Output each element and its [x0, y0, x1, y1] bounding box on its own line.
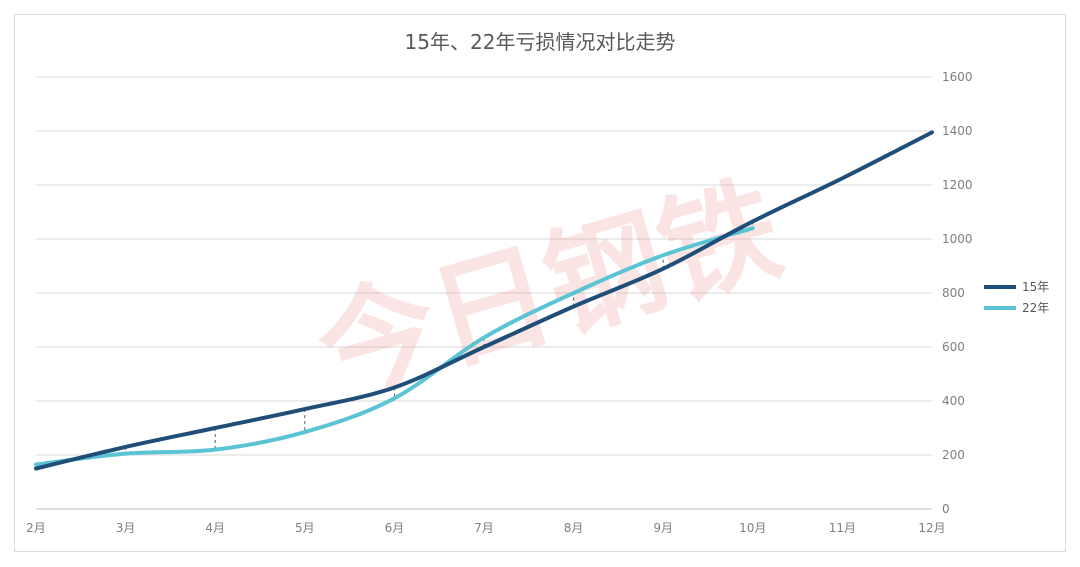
- chart-frame: [14, 14, 1066, 552]
- y-tick-label: 1200: [942, 178, 973, 192]
- legend-label: 22年: [1022, 301, 1049, 315]
- x-tick-label: 8月: [564, 521, 584, 535]
- x-tick-label: 10月: [739, 521, 766, 535]
- x-tick-label: 2月: [26, 521, 46, 535]
- x-tick-label: 4月: [205, 521, 225, 535]
- x-tick-label: 11月: [829, 521, 856, 535]
- y-tick-label: 1600: [942, 70, 973, 84]
- y-tick-label: 600: [942, 340, 965, 354]
- watermark-image: 今日钢铁: [303, 159, 795, 422]
- x-tick-label: 5月: [295, 521, 315, 535]
- y-tick-label: 800: [942, 286, 965, 300]
- y-tick-label: 1400: [942, 124, 973, 138]
- x-tick-label: 6月: [385, 521, 405, 535]
- series-lines: [34, 130, 934, 471]
- x-tick-label: 12月: [918, 521, 945, 535]
- legend-label: 15年: [1022, 280, 1049, 294]
- y-tick-label: 400: [942, 394, 965, 408]
- chart-title: 15年、22年亏损情况对比走势: [404, 30, 676, 54]
- x-tick-label: 7月: [474, 521, 494, 535]
- x-tick-label: 3月: [116, 521, 136, 535]
- series-line-2: [34, 226, 755, 467]
- y-tick-label: 200: [942, 448, 965, 462]
- y-tick-label: 0: [942, 502, 950, 516]
- series-line-1: [34, 130, 934, 471]
- y-tick-label: 1000: [942, 232, 973, 246]
- gridlines: [36, 76, 932, 510]
- y-axis-ticks: 0 200 400 600 800 1000 1200 1400 1600: [942, 70, 973, 516]
- legend: 15年 22年: [984, 280, 1049, 315]
- x-axis-ticks: 2月 3月 4月 5月 6月 7月 8月 9月 10月 11月 12月: [26, 521, 945, 535]
- x-tick-label: 9月: [653, 521, 673, 535]
